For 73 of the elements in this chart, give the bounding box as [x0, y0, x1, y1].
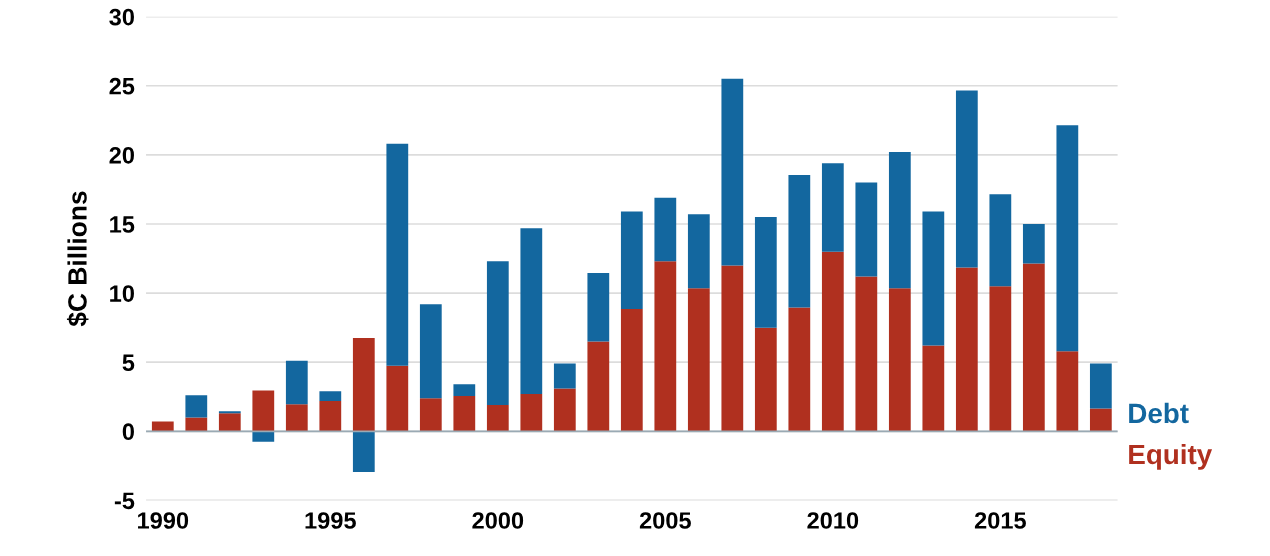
bar: [1022, 223, 1045, 264]
bar: [754, 327, 777, 432]
bar: [1056, 125, 1079, 352]
bar: [888, 152, 911, 289]
y-tick-label: 0: [122, 423, 134, 441]
bar: [419, 304, 442, 399]
bar: [754, 217, 777, 328]
bar: [821, 163, 844, 252]
bar: [587, 341, 610, 432]
bar: [620, 308, 643, 432]
bar: [185, 417, 208, 432]
bar: [888, 288, 911, 432]
bar: [687, 288, 710, 432]
bar: [989, 194, 1012, 287]
x-tick-label: 1995: [305, 512, 356, 529]
bar: [721, 265, 744, 432]
bar: [453, 384, 476, 397]
x-tick-label: 2010: [807, 512, 859, 529]
bar: [620, 211, 643, 309]
bar: [352, 338, 375, 432]
bar: [486, 405, 509, 432]
bar: [922, 211, 945, 346]
y-tick-label: 20: [109, 146, 134, 164]
y-tick-label: 25: [109, 77, 135, 95]
y-tick-label: 10: [110, 285, 134, 302]
bar: [922, 345, 945, 432]
bar: [989, 286, 1012, 432]
bar: [955, 267, 978, 432]
y-tick-label: 5: [122, 354, 135, 371]
x-tick-label: 2015: [974, 512, 1026, 529]
bar: [185, 395, 208, 418]
bar: [955, 90, 978, 268]
bar: [1022, 263, 1045, 432]
y-tick-label: 30: [109, 8, 134, 26]
series-label: Debt: [1129, 402, 1189, 424]
bar: [1056, 351, 1079, 432]
bar: [218, 413, 241, 432]
x-tick-label: 2005: [639, 512, 691, 529]
bar: [285, 360, 308, 405]
bar: [855, 182, 878, 277]
bar: [419, 398, 442, 432]
bar: [1089, 408, 1112, 432]
y-tick-label: -5: [114, 492, 135, 510]
bar: [721, 78, 744, 266]
bar: [654, 261, 677, 432]
bar: [352, 431, 375, 473]
bar: [553, 363, 576, 389]
x-tick-label: 2000: [472, 512, 524, 529]
bar: [386, 143, 409, 366]
bar: [687, 214, 710, 289]
series-label: Equity: [1129, 443, 1213, 470]
bar: [520, 393, 543, 432]
bar: [386, 365, 409, 432]
bar: [788, 307, 811, 432]
bar: [218, 411, 241, 414]
bar: [654, 197, 677, 262]
bar: [821, 251, 844, 432]
bar: [252, 390, 275, 432]
bar: [319, 391, 342, 401]
bar: [1089, 363, 1112, 409]
bar: [587, 273, 610, 342]
bar: [788, 174, 811, 308]
x-tick-label: 1990: [138, 512, 189, 529]
bar: [486, 261, 509, 406]
bar: [553, 388, 576, 432]
bar: [319, 400, 342, 432]
y-tick-label: 15: [110, 216, 135, 233]
bar: [252, 431, 275, 442]
bar: [520, 228, 543, 394]
bar: [453, 396, 476, 432]
bar: [855, 276, 878, 432]
bar: [285, 404, 308, 432]
y-axis-title: $C Billions: [66, 191, 89, 327]
